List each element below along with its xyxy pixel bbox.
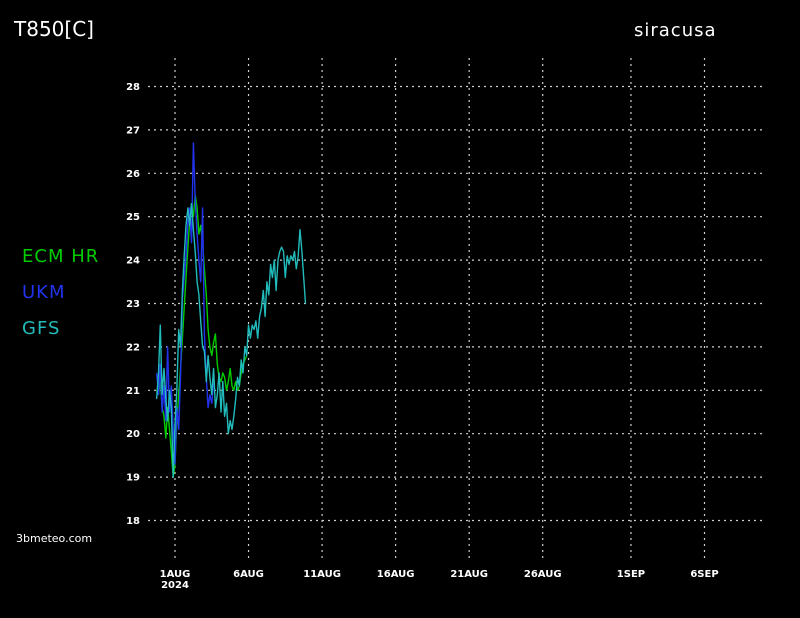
grid [148,58,762,560]
x-tick-label: 21AUG [450,569,488,580]
plot-area [155,142,307,478]
y-tick-label: 19 [126,473,140,484]
y-tick-label: 18 [126,516,140,527]
y-tick-label: 21 [126,386,140,397]
y-tick-label: 22 [126,342,140,353]
x-tick-label: 16AUG [377,569,415,580]
x-tick-sublabel: 2024 [161,580,189,591]
location-label: siracusa [634,20,717,41]
y-tick-label: 25 [126,212,140,223]
legend-entry-ukm: UKM [22,282,66,303]
y-tick-label: 24 [126,256,140,267]
x-tick-label: 1AUG [160,569,191,580]
y-axis: 18 19 20 21 22 23 24 25 26 27 28 [126,82,140,527]
legend-entry-ecm-hr: ECM HR [22,246,99,267]
y-tick-label: 26 [126,169,140,180]
x-tick-label: 6SEP [690,569,718,580]
y-tick-label: 27 [126,125,140,136]
chart-title: T850[C] [13,17,94,41]
watermark: 3bmeteo.com [16,532,92,545]
legend: ECM HR UKM GFS [22,246,99,339]
series-line-gfs [155,202,307,478]
y-tick-label: 20 [126,429,140,440]
legend-entry-gfs: GFS [22,318,60,339]
x-tick-label: 11AUG [303,569,341,580]
x-tick-label: 26AUG [524,569,562,580]
y-tick-label: 23 [126,299,140,310]
x-tick-label: 1SEP [617,569,645,580]
y-tick-label: 28 [126,82,140,93]
x-tick-label: 6AUG [233,569,264,580]
